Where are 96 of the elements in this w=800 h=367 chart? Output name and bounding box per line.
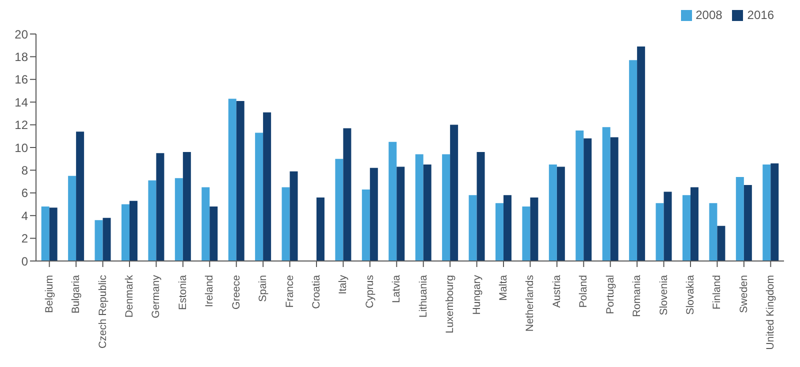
bar [442,154,450,261]
x-tick-label: Greece [230,274,242,310]
x-tick-label: Sweden [738,274,750,313]
bar [656,203,664,261]
x-tick-label: Germany [150,274,162,318]
y-tick-label: 2 [21,232,28,246]
x-tick-label: Lithuania [417,274,430,318]
bar [610,137,618,261]
bar [370,168,378,261]
bar [228,98,236,261]
bar [76,132,84,261]
x-tick-label: Slovakia [684,274,696,315]
y-tick-label: 18 [14,50,28,64]
bar [182,152,191,261]
y-tick-label: 0 [21,254,28,268]
bar [388,142,397,261]
bar [736,177,744,261]
bar [335,158,344,261]
bar [548,164,557,261]
bar [396,166,405,261]
x-tick-label: Croatia [310,274,322,309]
y-tick-label: 4 [21,208,28,223]
x-tick-label: Estonia [176,274,189,310]
bar [362,189,370,261]
bar [49,208,58,261]
x-tick-label: France [284,274,296,308]
bar [530,197,538,261]
y-tick-label: 10 [14,140,28,155]
bar [148,180,156,261]
x-tick-label: Ireland [204,274,216,308]
bar [576,130,584,261]
bar [682,195,690,261]
bar [717,226,726,261]
x-tick-label: Poland [578,274,590,308]
bar [503,195,512,261]
bar [94,220,103,261]
x-tick-label: Austria [550,274,563,308]
bar [495,203,504,261]
bar [556,166,565,261]
bar [68,176,76,261]
x-tick-label: Romania [631,274,644,318]
x-tick-label: Hungary [470,274,483,315]
bar [423,164,432,261]
x-tick-label: Italy [337,274,350,294]
bar [156,153,164,261]
y-tick-label: 6 [21,186,28,200]
y-tick-label: 20 [14,27,28,42]
bar [290,171,298,261]
x-tick-label: Slovenia [658,274,670,316]
bar [282,187,290,261]
bar [709,203,718,261]
y-tick-label: 8 [21,163,28,178]
bar [770,163,779,261]
bar [255,132,264,261]
legend-label: 2008 [696,8,722,22]
bar [522,206,530,261]
bar [629,60,638,261]
bar [637,46,646,261]
x-tick-label: Spain [257,274,270,302]
y-tick-label: 14 [14,95,28,110]
bar [664,192,672,261]
x-tick-label: Portugal [604,275,616,314]
x-tick-label: United Kingdom [764,274,777,350]
bar [690,187,698,261]
bar [121,204,130,261]
x-tick-label: Latvia [390,274,403,304]
bar [236,100,244,261]
bar [316,197,324,261]
bar [450,124,458,261]
bar [263,112,272,261]
x-tick-label: Belgium [43,274,56,313]
bar [343,128,352,261]
x-tick-label: Denmark [124,274,136,318]
bar [744,184,752,261]
x-tick-label: Luxembourg [444,274,456,334]
x-tick-label: Finland [711,274,724,310]
bar [415,154,424,261]
bar [102,218,111,261]
x-tick-label: Netherlands [524,275,536,332]
bar [210,206,218,261]
x-tick-label: Cyprus [364,275,376,308]
y-tick-label: 16 [14,72,28,87]
bar [584,138,592,261]
bar [129,200,138,261]
bar [762,164,771,261]
x-tick-label: Malta [498,274,510,301]
bar [602,127,610,261]
x-tick-label: Czech Republic [96,275,109,349]
bar [202,187,210,261]
bar [174,178,183,261]
y-tick-label: 12 [14,118,28,132]
bar [41,206,50,261]
legend-label: 2016 [747,8,774,22]
bar [476,152,485,261]
bar [468,195,477,261]
x-tick-label: Bulgaria [70,274,82,314]
